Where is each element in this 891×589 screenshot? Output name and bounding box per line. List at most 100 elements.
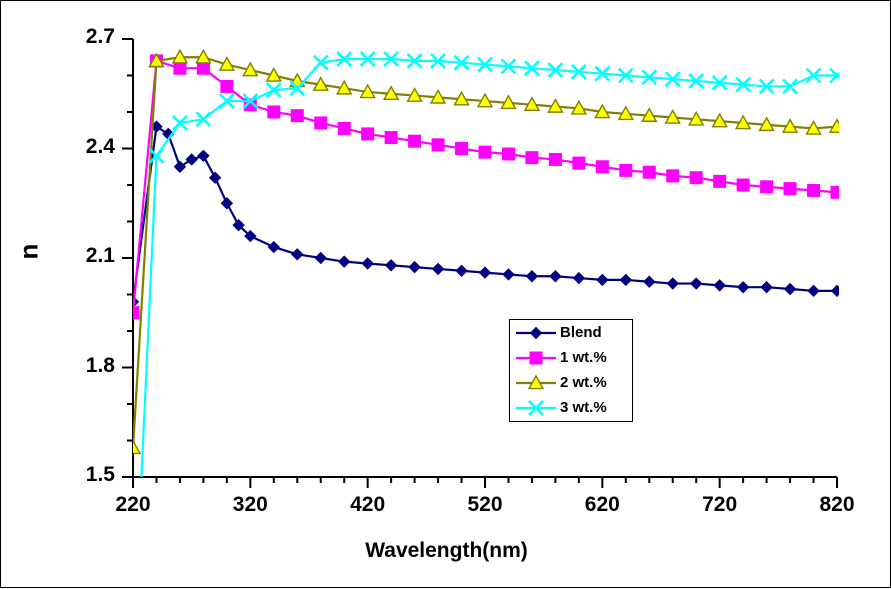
- marker-square: [408, 134, 422, 148]
- marker-x: [477, 56, 493, 73]
- marker-triangle: [500, 94, 517, 110]
- marker-triangle: [664, 109, 681, 124]
- marker-diamond: [431, 262, 445, 276]
- marker-x: [359, 51, 376, 67]
- marker-triangle: [359, 83, 376, 99]
- marker-diamond: [173, 160, 187, 173]
- marker-diamond: [384, 259, 398, 272]
- marker-triangle: [195, 48, 212, 64]
- marker-square: [431, 138, 445, 152]
- marker-triangle: [265, 67, 282, 82]
- x-tick-label: 720: [702, 493, 738, 516]
- marker-x: [148, 147, 165, 164]
- legend-label: 1 wt.%: [560, 349, 607, 366]
- marker-triangle: [133, 439, 142, 455]
- x-tick-label: 220: [115, 493, 151, 516]
- marker-diamond: [549, 270, 562, 283]
- marker-square: [196, 61, 210, 75]
- marker-square: [642, 165, 656, 179]
- marker-triangle: [617, 105, 634, 121]
- marker-square: [548, 152, 562, 166]
- marker-square: [314, 116, 328, 130]
- legend-item: 1 wt.%: [510, 345, 632, 370]
- marker-x: [617, 67, 634, 84]
- marker-x: [406, 52, 423, 69]
- marker-x: [524, 60, 540, 77]
- legend-swatch-triangle-icon: [514, 372, 558, 394]
- marker-x: [594, 65, 611, 82]
- marker-x: [711, 74, 728, 91]
- marker-diamond: [314, 251, 327, 265]
- marker-x: [782, 78, 798, 95]
- legend-label: 2 wt.%: [560, 374, 607, 391]
- marker-x: [735, 76, 752, 93]
- y-tick-label: 1.5: [85, 463, 115, 486]
- marker-triangle: [453, 90, 470, 106]
- marker-triangle: [406, 87, 423, 102]
- marker-x: [430, 52, 446, 69]
- marker-x: [265, 82, 282, 99]
- marker-x: [218, 93, 235, 109]
- marker-square: [525, 151, 539, 165]
- marker-diamond: [689, 277, 703, 290]
- series-3-wt--: [140, 51, 839, 477]
- marker-x: [383, 51, 400, 67]
- marker-diamond: [713, 279, 726, 292]
- x-tick-label: 520: [467, 493, 503, 516]
- marker-triangle: [711, 112, 728, 128]
- marker-square: [713, 174, 727, 188]
- legend-item: Blend: [510, 320, 632, 345]
- marker-x: [805, 67, 822, 84]
- y-tick-label: 2.4: [85, 134, 115, 158]
- marker-triangle: [476, 92, 494, 108]
- marker-x: [829, 67, 839, 84]
- y-tick-label: 2.1: [85, 244, 115, 267]
- series-2-wt--: [133, 48, 839, 455]
- marker-triangle: [171, 48, 189, 64]
- marker-square: [807, 183, 821, 197]
- marker-diamond: [361, 257, 374, 270]
- marker-square: [478, 145, 492, 159]
- marker-x: [758, 78, 775, 95]
- marker-square: [337, 121, 351, 135]
- marker-diamond: [267, 240, 281, 254]
- marker-square: [666, 169, 680, 183]
- marker-square: [830, 185, 839, 199]
- legend-item: 2 wt.%: [510, 370, 632, 395]
- marker-x: [336, 51, 353, 67]
- marker-diamond: [760, 280, 773, 294]
- marker-square: [595, 160, 609, 174]
- marker-square: [361, 127, 375, 141]
- marker-diamond: [783, 282, 797, 296]
- marker-square: [455, 142, 469, 155]
- marker-triangle: [547, 98, 564, 113]
- x-tick-label: 820: [819, 493, 855, 516]
- marker-triangle: [781, 118, 799, 133]
- marker-diamond: [408, 260, 421, 274]
- series-blend: [133, 120, 839, 309]
- marker-x: [172, 115, 188, 131]
- marker-triangle: [382, 85, 400, 101]
- marker-square: [760, 180, 774, 194]
- marker-diamond: [455, 264, 468, 277]
- marker-square: [619, 163, 633, 177]
- marker-triangle: [734, 114, 752, 130]
- marker-triangle: [688, 110, 705, 126]
- marker-diamond: [502, 268, 515, 281]
- axes-layer: [122, 38, 838, 488]
- marker-diamond: [185, 153, 198, 166]
- marker-x: [664, 71, 681, 88]
- marker-diamond: [619, 273, 633, 287]
- marker-diamond: [197, 149, 210, 163]
- marker-triangle: [594, 103, 611, 119]
- marker-triangle: [242, 61, 259, 77]
- marker-diamond: [337, 255, 351, 268]
- marker-triangle: [429, 88, 447, 104]
- y-tick-label: 2.7: [85, 25, 115, 48]
- x-tick-label: 320: [232, 493, 268, 516]
- y-axis-title: n: [13, 243, 44, 260]
- marker-triangle: [570, 99, 588, 115]
- marker-square: [736, 178, 750, 192]
- marker-x: [528, 399, 544, 416]
- marker-diamond: [525, 270, 539, 283]
